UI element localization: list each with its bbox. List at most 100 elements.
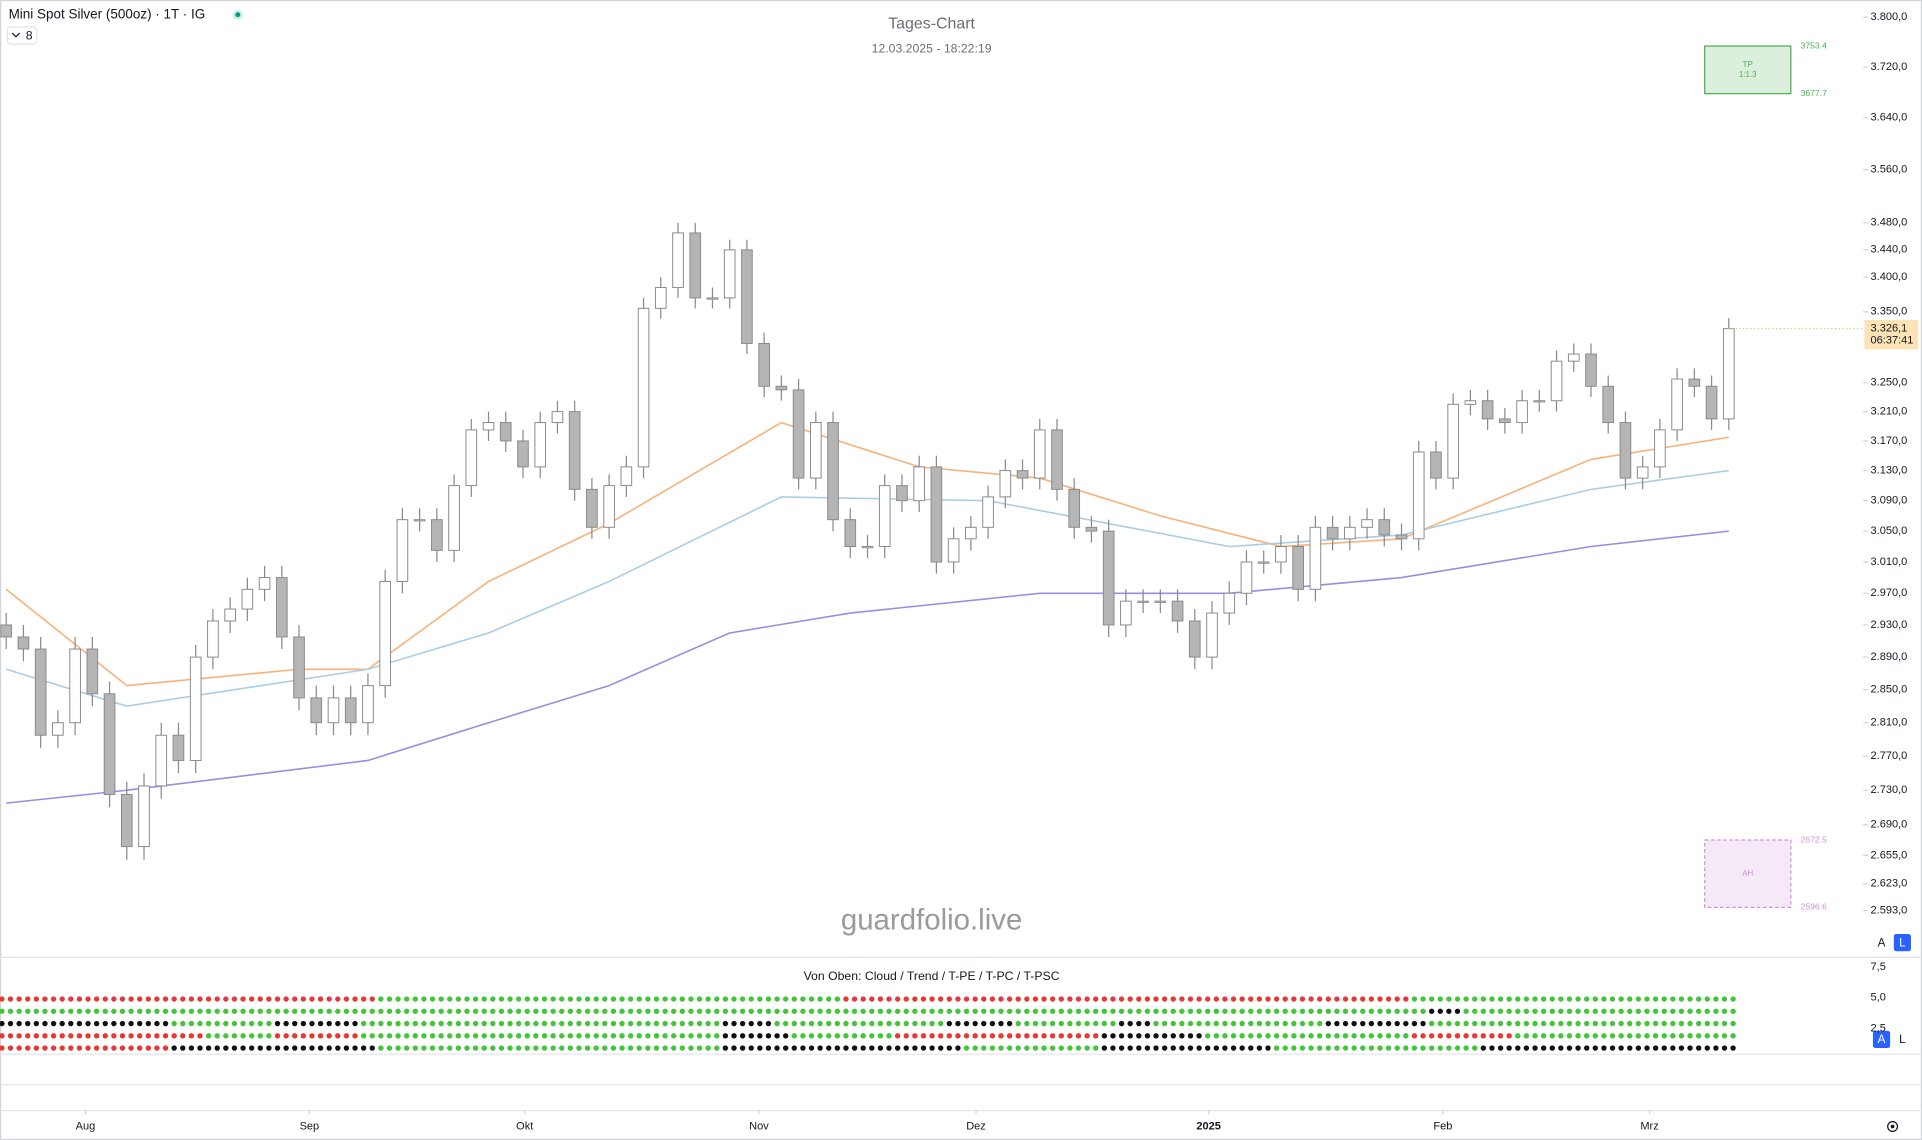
candle-body: [1722, 328, 1735, 420]
indicator-dot: [800, 996, 806, 1002]
indicator-dot: [963, 1033, 970, 1039]
indicator-dot: [1523, 1020, 1530, 1027]
indicator-dot: [25, 1033, 31, 1039]
auto-button-label[interactable]: A: [1878, 1033, 1886, 1046]
indicator-dot: [1644, 1033, 1650, 1039]
indicator-dot: [7, 996, 14, 1002]
indicator-dot: [507, 996, 513, 1002]
indicator-segment: [0, 1033, 203, 1039]
indicator-dot: [1041, 996, 1047, 1002]
indicator-dot: [1420, 1008, 1426, 1014]
candle-body: [1585, 353, 1597, 387]
target-zone: [1704, 839, 1792, 908]
indicator-dot: [1058, 1045, 1064, 1051]
collapse-button[interactable]: [6, 26, 38, 45]
indicator-dot: [335, 1045, 341, 1051]
indicator-dot: [955, 1008, 961, 1014]
log-button-label[interactable]: L: [1899, 1033, 1906, 1046]
indicator-dot: [886, 1033, 892, 1039]
indicator-dot: [1118, 1008, 1125, 1014]
indicator-dot: [1179, 1008, 1185, 1014]
indicator-dot: [705, 996, 711, 1002]
candle-body: [844, 519, 857, 548]
indicator-dot: [68, 1008, 74, 1014]
indicator-dot: [593, 996, 599, 1002]
indicator-dot: [1532, 1045, 1538, 1051]
indicator-dot: [395, 1020, 401, 1027]
scale-button[interactable]: [1893, 934, 1911, 952]
indicator-segment: [791, 1033, 892, 1039]
indicator-dot: [421, 1033, 427, 1039]
candle-body: [1275, 546, 1287, 563]
indicator-dot: [1239, 1033, 1245, 1039]
indicator-dot: [1575, 1045, 1581, 1051]
y-tick-label: 2.930,0: [1871, 619, 1908, 631]
indicator-dot: [472, 1008, 479, 1014]
indicator-dot: [903, 1033, 909, 1039]
auto-button-label[interactable]: A: [1878, 936, 1886, 949]
indicator-dot: [929, 1020, 935, 1027]
indicator-dot: [111, 996, 117, 1002]
indicator-dot: [1463, 1008, 1469, 1014]
indicator-dot: [1583, 996, 1590, 1002]
indicator-dot: [404, 1033, 410, 1039]
log-button-label[interactable]: L: [1899, 936, 1906, 949]
scale-button[interactable]: [1872, 1030, 1891, 1049]
indicator-dot: [1446, 1008, 1452, 1014]
indicator-dot: [1213, 1045, 1220, 1051]
indicator-dot: [515, 1020, 522, 1027]
indicator-dot: [145, 996, 152, 1002]
indicator-dot: [1230, 1020, 1237, 1027]
indicator-dot: [171, 1008, 177, 1014]
indicator-dot: [1153, 996, 1159, 1002]
candle-body: [310, 697, 323, 724]
indicator-dot: [369, 1008, 375, 1014]
indicator-dot: [1558, 1033, 1564, 1039]
indicator-dot: [1713, 996, 1719, 1002]
indicator-dot: [378, 1020, 384, 1027]
indicator-dot: [1075, 1045, 1082, 1051]
indicator-dot: [869, 1033, 875, 1039]
indicator-dot: [1368, 1008, 1375, 1014]
indicator-dot: [1110, 1033, 1116, 1039]
candle-body: [1016, 470, 1029, 479]
indicator-dot: [1515, 1020, 1521, 1027]
indicator-dot: [1196, 996, 1202, 1002]
indicator-segment: [378, 1045, 720, 1051]
indicator-dot: [1377, 1008, 1383, 1014]
indicator-dot: [1592, 1020, 1598, 1027]
indicator-dot: [1049, 1045, 1056, 1051]
indicator-dot: [404, 996, 410, 1002]
indicator-dot: [653, 1008, 660, 1014]
indicator-dot: [1273, 1020, 1280, 1027]
indicator-dot: [1334, 996, 1340, 1002]
indicator-dot: [515, 1033, 522, 1039]
indicator-dot: [688, 996, 694, 1002]
indicator-dot: [326, 996, 332, 1002]
indicator-dot: [119, 1033, 126, 1039]
indicator-dot: [1721, 1033, 1728, 1039]
indicator-dot: [378, 996, 384, 1002]
indicator-dot: [688, 1008, 694, 1014]
indicator-dot: [662, 1008, 668, 1014]
indicator-dot: [50, 1033, 57, 1039]
indicator-dot: [748, 1020, 754, 1027]
indicator-dot: [645, 1020, 651, 1027]
indicator-dot: [1024, 1008, 1030, 1014]
indicator-dot: [42, 996, 48, 1002]
indicator-dot: [1058, 1033, 1064, 1039]
indicator-dot: [1721, 1045, 1728, 1051]
candle-body: [568, 411, 581, 490]
indicator-dot: [76, 1045, 83, 1051]
indicator-dot: [1196, 1008, 1202, 1014]
indicator-dot: [205, 996, 212, 1002]
indicator-dot: [1170, 1045, 1176, 1051]
settings-icon[interactable]: [1887, 1120, 1899, 1133]
indicator-dot: [912, 1045, 918, 1051]
indicator-dot: [1187, 1008, 1194, 1014]
indicator-dot: [386, 1045, 393, 1051]
indicator-dot: [1377, 996, 1383, 1002]
indicator-dot: [119, 996, 126, 1002]
indicator-dot: [1437, 1020, 1443, 1027]
indicator-dot: [1084, 1045, 1090, 1051]
